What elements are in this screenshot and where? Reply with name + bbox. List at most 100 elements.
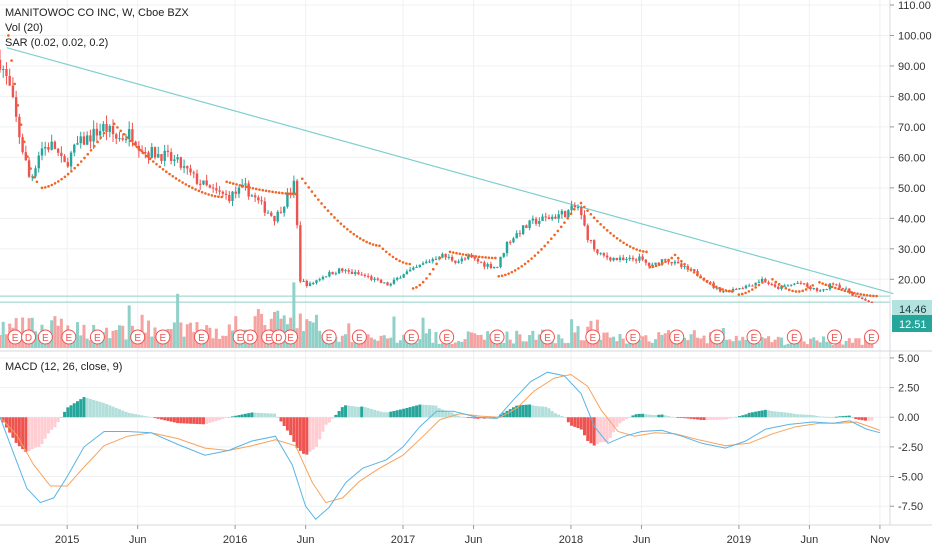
sar-dot [22, 140, 26, 144]
sar-dot [862, 293, 866, 297]
dividend-marker-label: D [275, 333, 282, 344]
volume-bar [825, 341, 829, 348]
macd-histogram-bar [208, 417, 212, 423]
volume-bar [224, 335, 228, 348]
y-tick-label: 100.00 [898, 30, 932, 42]
candle-body [638, 256, 641, 261]
macd-histogram-bar [292, 417, 296, 442]
candle-body [715, 287, 719, 289]
candle-body [321, 276, 325, 280]
x-tick-label: 2019 [727, 534, 751, 546]
sar-dot [853, 291, 856, 295]
macd-histogram-bar [221, 417, 225, 419]
macd-histogram-bar [298, 417, 302, 451]
candle-body [341, 268, 344, 272]
sar-dot [79, 160, 83, 163]
volume-bar [818, 342, 822, 348]
candle-body [108, 125, 111, 132]
macd-histogram-bar [366, 407, 370, 418]
macd-histogram-bar [557, 414, 561, 418]
sar-dot [355, 235, 359, 238]
volume-bar [4, 334, 8, 348]
volume-bar [117, 325, 121, 348]
volume-bar [528, 335, 532, 348]
sar-dot [468, 254, 471, 257]
volume-bar [272, 311, 276, 348]
sar-dot [238, 183, 242, 187]
macd-histogram-bar [340, 407, 344, 418]
volume-bar [612, 336, 616, 348]
sar-dot [290, 192, 294, 196]
volume-bar [728, 339, 732, 348]
volume-bar [705, 343, 709, 348]
macd-histogram-bar [744, 414, 748, 418]
macd-histogram-bar [754, 411, 758, 418]
macd-histogram-bar [857, 417, 861, 420]
vol-indicator-label[interactable]: Vol (20) [5, 22, 43, 34]
candle-body [773, 284, 777, 287]
candle-body [525, 225, 528, 228]
candle-body [205, 180, 208, 186]
macd-histogram-bar [566, 417, 570, 423]
price-badges: 14.46 12.51 [892, 300, 932, 332]
sar-dot [520, 264, 524, 268]
macd-histogram-bar [150, 417, 154, 419]
candle-body [318, 279, 321, 281]
macd-histogram-bar [834, 416, 838, 418]
sar-dot [178, 179, 181, 182]
volume-bar [176, 293, 180, 348]
candle-body [738, 288, 741, 290]
macd-histogram-bar [560, 416, 564, 418]
sar-dot [349, 230, 352, 234]
sar-dot [830, 285, 834, 289]
volume-bar [427, 328, 431, 348]
sar-dot [550, 237, 553, 241]
volume-bar [767, 336, 771, 348]
candle-body [82, 136, 86, 145]
candle-body [696, 271, 699, 276]
sar-dot [317, 198, 320, 201]
candle-body [748, 285, 751, 287]
macd-histogram-bar [515, 405, 519, 418]
candle-body [486, 264, 489, 267]
candle-body [651, 264, 654, 267]
sar-dot [13, 82, 17, 86]
candle-body [551, 216, 554, 220]
sar-dot [43, 186, 47, 189]
macd-histogram-bar [641, 413, 645, 418]
candle-body [354, 272, 357, 275]
candle-body [0, 59, 2, 70]
volume-bar [386, 338, 390, 348]
volume-bar [628, 342, 632, 348]
sar-dot [204, 192, 207, 195]
candle-body [864, 298, 867, 301]
macd-histogram-bar [463, 417, 467, 419]
chart-title[interactable]: MANITOWOC CO INC, W, Cboe BZX [5, 7, 189, 19]
candle-body [131, 129, 134, 142]
candle-body [24, 152, 28, 161]
sar-dot [29, 167, 32, 170]
earnings-marker [155, 329, 171, 345]
volume-bar [450, 343, 454, 348]
earnings-marker [786, 329, 802, 345]
macd-histogram-bar [363, 407, 367, 418]
macd-indicator-label[interactable]: MACD (12, 26, close, 9) [5, 361, 122, 373]
candle-body [124, 139, 128, 141]
sar-dot [35, 180, 39, 184]
sar-dot [533, 254, 537, 257]
sar-dot [415, 286, 418, 289]
macd-histogram-bar [85, 398, 89, 418]
sar-indicator-label[interactable]: SAR (0.02, 0.02, 0.2) [5, 37, 108, 49]
volume-bar [415, 342, 419, 348]
y-tick-label: 80.00 [898, 91, 926, 103]
sar-dot [320, 202, 323, 205]
macd-histogram-bar [140, 415, 144, 418]
volume-bar [337, 341, 341, 348]
sar-dot [702, 278, 705, 281]
macd-histogram-bar [867, 417, 871, 421]
volume-bar [615, 341, 619, 348]
macd-histogram-bar [457, 415, 461, 418]
volume-bar [276, 310, 280, 348]
sar-dot [699, 275, 702, 279]
sar-dot [16, 103, 20, 107]
